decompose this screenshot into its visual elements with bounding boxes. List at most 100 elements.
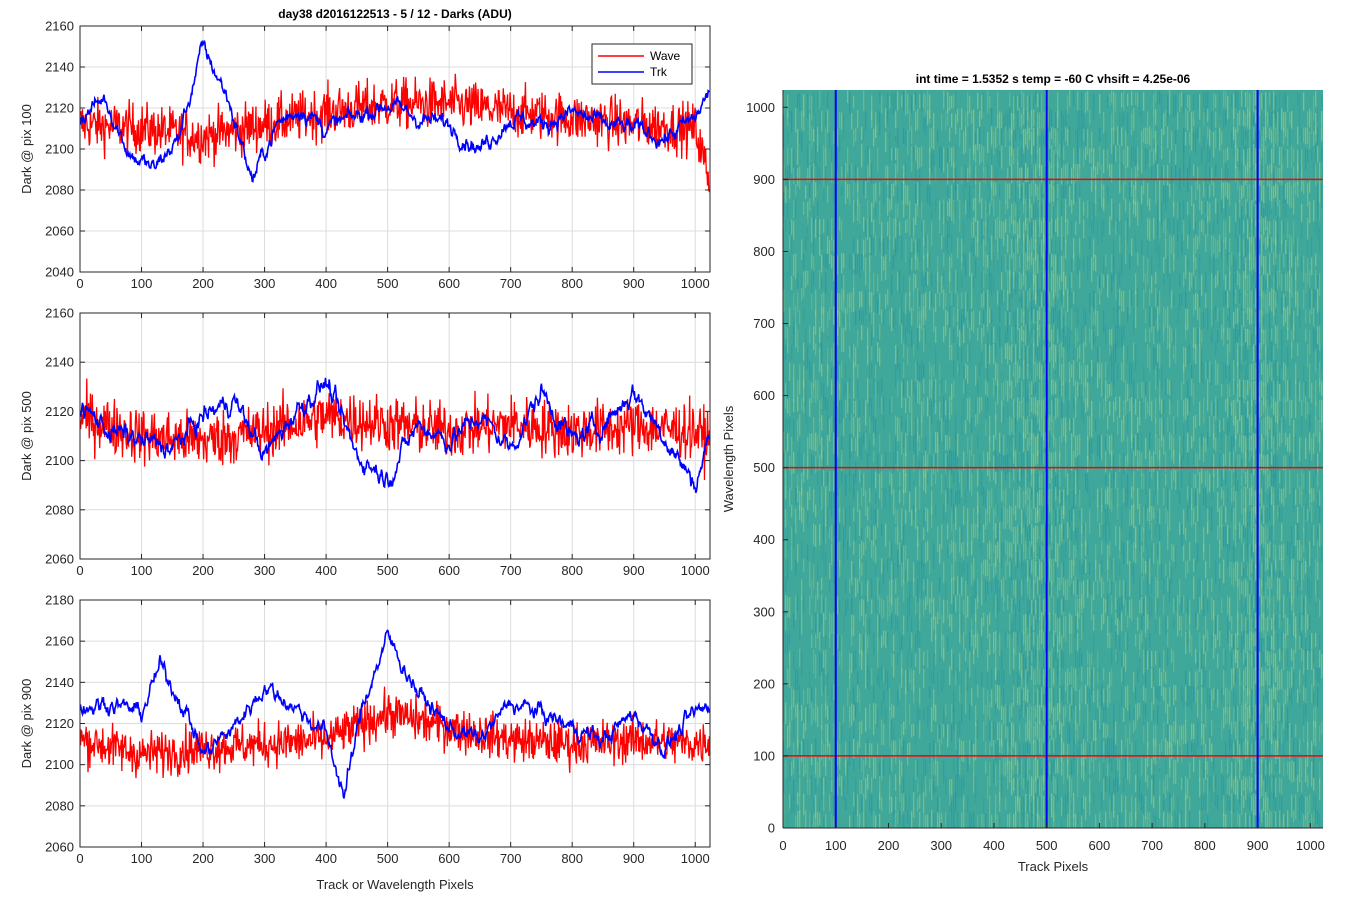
heatmap-streak	[915, 203, 916, 225]
heatmap-streak	[869, 488, 870, 503]
heatmap-streak	[1167, 632, 1168, 646]
heatmap-streak	[1049, 651, 1050, 668]
heatmap-streak	[1117, 272, 1118, 290]
heatmap-streak	[855, 470, 856, 483]
heatmap-streak	[833, 185, 834, 203]
heatmap-streak	[1225, 399, 1226, 412]
heatmap-streak	[1125, 399, 1126, 415]
heatmap-streak	[1131, 810, 1132, 826]
heatmap-streak	[1163, 220, 1164, 232]
heatmap-streak	[1163, 687, 1164, 701]
heatmap-streak	[995, 762, 996, 787]
heatmap-streak	[811, 254, 812, 269]
heatmap-streak	[1005, 757, 1006, 776]
heatmap-streak	[1185, 632, 1186, 655]
heatmap-streak	[825, 508, 826, 527]
heatmap-streak	[1013, 149, 1014, 164]
heatmap-streak	[1169, 380, 1170, 395]
heatmap-streak	[1075, 720, 1076, 743]
heatmap-streak	[1187, 634, 1188, 647]
heatmap-streak	[1139, 92, 1140, 116]
heatmap-streak	[901, 382, 902, 408]
heatmap-streak	[1161, 434, 1162, 447]
heatmap-streak	[945, 435, 946, 450]
heatmap-streak	[1115, 525, 1116, 546]
heatmap-streak	[1173, 218, 1174, 236]
heatmap-streak	[1019, 382, 1020, 397]
heatmap-streak	[1081, 667, 1082, 682]
heatmap-streak	[879, 581, 880, 593]
heatmap-streak	[943, 326, 944, 342]
heatmap-streak	[965, 364, 966, 380]
heatmap-streak	[845, 760, 846, 775]
heatmap-streak	[947, 235, 948, 255]
heatmap-streak	[1189, 631, 1190, 653]
heatmap-streak	[1019, 579, 1020, 598]
heatmap-streak	[1031, 651, 1032, 663]
heatmap-streak	[1069, 289, 1070, 311]
heatmap-streak	[797, 419, 798, 441]
heatmap-streak	[913, 293, 914, 311]
heatmap-streak	[1173, 793, 1174, 810]
heatmap-streak	[1035, 649, 1036, 666]
heatmap-streak	[1109, 164, 1110, 177]
heatmap-streak	[1165, 219, 1166, 238]
heatmap-streak	[1037, 648, 1038, 669]
heatmap-streak	[1153, 704, 1154, 720]
heatmap-streak	[989, 795, 990, 813]
heatmap-streak	[833, 491, 834, 508]
heatmap-streak	[1007, 291, 1008, 311]
heatmap-streak	[895, 308, 896, 333]
heatmap-streak	[969, 632, 970, 649]
heatmap-streak	[1083, 361, 1084, 386]
heatmap-streak	[901, 433, 902, 455]
heatmap-streak	[791, 276, 792, 290]
heatmap-streak	[847, 90, 848, 103]
heatmap-streak	[919, 525, 920, 538]
heatmap-streak	[923, 708, 924, 722]
heatmap-streak	[939, 293, 940, 307]
heatmap-streak	[1213, 613, 1214, 636]
heatmap-streak	[1023, 632, 1024, 644]
heatmap-streak	[1163, 113, 1164, 135]
heatmap-streak	[827, 254, 828, 270]
heatmap-streak	[879, 324, 880, 339]
heatmap-streak	[907, 669, 908, 691]
heatmap-streak	[1133, 379, 1134, 404]
heatmap-streak	[1067, 669, 1068, 686]
heatmap-streak	[1141, 630, 1142, 642]
heatmap-streak	[1081, 615, 1082, 640]
heatmap-streak	[1205, 793, 1206, 810]
heatmap-streak	[1119, 759, 1120, 785]
heatmap-streak	[1167, 489, 1168, 512]
heatmap-streak	[1131, 146, 1132, 170]
heatmap-streak	[787, 634, 788, 654]
heatmap-streak	[1117, 758, 1118, 771]
heatmap-streak	[1193, 416, 1194, 442]
heatmap-streak	[877, 342, 878, 362]
heatmap-streak	[1089, 328, 1090, 342]
heatmap-streak	[1097, 721, 1098, 736]
heatmap-streak	[885, 668, 886, 683]
heatmap-streak	[1007, 381, 1008, 402]
heatmap-streak	[1005, 560, 1006, 579]
heatmap-streak	[1021, 348, 1022, 368]
heatmap-streak	[1207, 742, 1208, 757]
heatmap-streak	[1217, 240, 1218, 258]
heatmap-streak	[955, 114, 956, 134]
heatmap-streak	[1179, 294, 1180, 310]
heatmap-streak	[1149, 559, 1150, 584]
heatmap-streak	[935, 652, 936, 665]
heatmap-streak	[1073, 398, 1074, 410]
heatmap-streak	[1105, 504, 1106, 526]
heatmap-streak	[933, 113, 934, 128]
x-tick-label: 600	[438, 563, 460, 578]
heatmap-streak	[1141, 131, 1142, 150]
heatmap-streak	[1141, 616, 1142, 630]
heatmap-streak	[815, 433, 816, 452]
heatmap-streak	[1129, 581, 1130, 597]
heatmap-streak	[989, 613, 990, 625]
heatmap-streak	[801, 540, 802, 557]
heatmap-streak	[963, 541, 964, 562]
heatmap-streak	[1129, 399, 1130, 412]
